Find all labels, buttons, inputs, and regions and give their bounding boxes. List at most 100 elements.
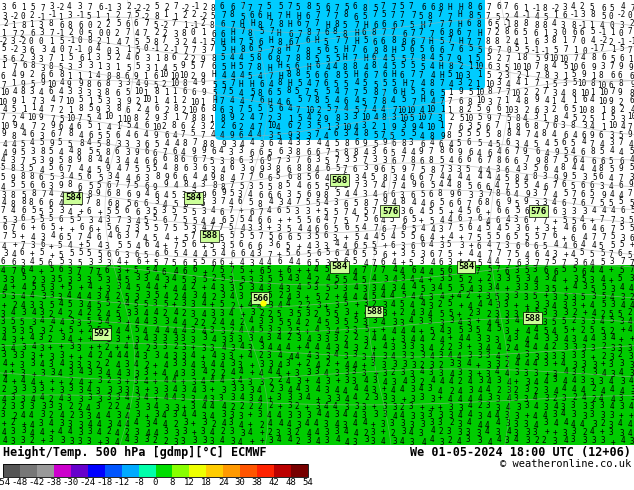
Text: 4: 4: [609, 377, 613, 386]
Text: 5: 5: [515, 249, 519, 259]
Text: 4: 4: [68, 147, 74, 155]
Text: 9: 9: [153, 131, 158, 140]
Text: 4: 4: [288, 353, 293, 362]
Text: +: +: [380, 325, 385, 334]
Text: 4: 4: [373, 232, 378, 241]
Text: 7: 7: [611, 225, 616, 234]
Text: 8: 8: [286, 70, 291, 79]
Text: 9: 9: [486, 105, 491, 115]
Text: 2: 2: [306, 301, 311, 310]
Text: 3: 3: [257, 410, 262, 419]
Text: 3: 3: [325, 386, 330, 395]
Text: 4: 4: [448, 377, 453, 386]
Text: 7: 7: [335, 156, 339, 165]
Text: 7: 7: [629, 266, 634, 274]
Text: 5: 5: [354, 225, 359, 234]
Text: 8: 8: [335, 71, 340, 80]
Text: 2: 2: [59, 106, 63, 115]
Text: 4: 4: [266, 206, 271, 215]
Text: 3: 3: [514, 310, 519, 319]
Text: +: +: [630, 241, 634, 249]
Text: 4: 4: [553, 402, 559, 412]
Text: 5: 5: [259, 325, 263, 334]
Text: 6: 6: [20, 248, 24, 257]
Text: 6: 6: [421, 140, 425, 148]
Text: 5: 5: [515, 206, 520, 215]
Text: 3: 3: [620, 293, 625, 302]
Text: 2: 2: [630, 19, 634, 28]
Text: 3: 3: [39, 28, 44, 37]
Text: 3: 3: [372, 147, 376, 155]
Text: 4: 4: [344, 342, 348, 351]
Text: 3: 3: [40, 97, 44, 106]
Text: 3: 3: [76, 273, 81, 283]
Text: 4: 4: [391, 299, 395, 309]
Text: +: +: [419, 216, 424, 225]
Text: 3: 3: [286, 155, 290, 164]
Text: 6: 6: [219, 1, 224, 11]
Text: 4: 4: [620, 283, 624, 292]
Text: 3: 3: [563, 429, 567, 438]
Text: 6: 6: [39, 173, 43, 182]
Text: 4: 4: [287, 197, 292, 207]
Text: 3: 3: [420, 308, 425, 317]
Text: 5: 5: [287, 224, 291, 234]
Text: 2: 2: [458, 377, 463, 386]
Text: +: +: [69, 352, 74, 361]
Text: 4: 4: [430, 376, 435, 385]
Text: 6: 6: [534, 38, 539, 47]
Text: 7: 7: [32, 122, 36, 131]
Text: 7: 7: [135, 231, 139, 240]
Text: 5: 5: [124, 293, 129, 302]
Text: 6: 6: [288, 29, 293, 39]
Text: 2: 2: [210, 122, 214, 131]
Text: 4: 4: [628, 317, 633, 326]
Text: 6: 6: [410, 191, 415, 199]
Text: 4: 4: [592, 165, 596, 173]
Text: +: +: [89, 343, 93, 352]
Text: +: +: [476, 317, 480, 325]
Text: 6: 6: [145, 181, 150, 191]
Text: 3: 3: [22, 46, 27, 55]
Text: 4: 4: [401, 182, 405, 191]
Text: 3: 3: [268, 317, 273, 325]
Text: 0: 0: [609, 21, 614, 30]
Text: 3: 3: [238, 412, 243, 421]
Text: 3: 3: [295, 291, 300, 300]
Text: 4: 4: [172, 274, 176, 283]
Text: 5: 5: [297, 191, 302, 200]
Text: 4: 4: [210, 217, 215, 226]
Text: 7: 7: [41, 4, 46, 13]
Text: 3: 3: [181, 437, 186, 445]
Text: 3: 3: [572, 351, 576, 360]
Text: +: +: [305, 327, 309, 336]
Text: 10: 10: [598, 88, 608, 98]
Text: 5: 5: [515, 44, 519, 53]
Text: 6: 6: [41, 72, 46, 80]
Text: 4: 4: [257, 302, 262, 311]
Text: 4: 4: [219, 376, 224, 385]
Text: 5: 5: [391, 62, 396, 71]
Text: 7: 7: [89, 267, 93, 276]
Text: 10: 10: [569, 63, 578, 72]
Text: 4: 4: [411, 282, 417, 291]
Text: 4: 4: [496, 147, 501, 156]
Text: 3: 3: [599, 377, 604, 386]
Text: 6: 6: [419, 157, 424, 167]
Text: 7: 7: [429, 147, 433, 156]
Text: 8: 8: [363, 199, 368, 208]
Text: 10: 10: [597, 81, 606, 90]
Text: 9: 9: [21, 80, 25, 89]
Text: 5: 5: [420, 166, 425, 174]
Text: 6: 6: [418, 173, 423, 182]
Text: 4: 4: [580, 420, 585, 429]
Text: 4: 4: [11, 250, 16, 259]
Text: 3: 3: [134, 224, 139, 233]
Text: 3: 3: [228, 335, 233, 344]
Text: 5: 5: [590, 250, 595, 259]
Text: 3: 3: [1, 318, 5, 326]
Text: 7: 7: [410, 53, 415, 62]
Text: 3: 3: [343, 421, 347, 430]
Text: 6: 6: [515, 242, 520, 250]
Text: 8: 8: [67, 21, 72, 30]
